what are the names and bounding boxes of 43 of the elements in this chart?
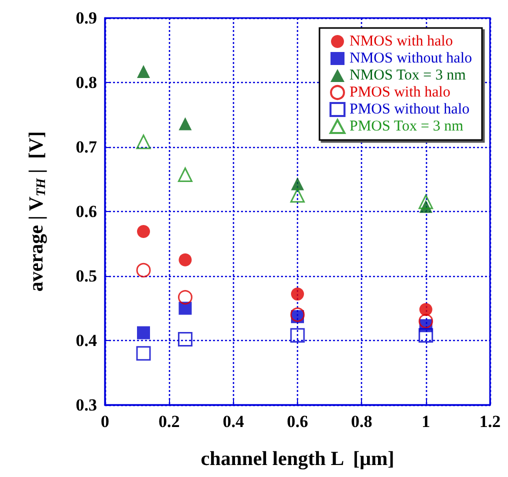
point (136, 346, 151, 361)
legend-label: PMOS without halo (349, 102, 470, 118)
y-tick-label: 0.8 (76, 73, 97, 92)
x-tick-label: 0.6 (286, 412, 308, 431)
x-tick-label: 0.2 (158, 412, 180, 431)
x-axis-title: channel length L [μm] (200, 448, 394, 470)
legend-label: NMOS without halo (349, 50, 472, 66)
point (178, 332, 192, 346)
x-tick-label: 0.4 (222, 412, 244, 431)
y-tick-label: 0.7 (76, 138, 98, 156)
point (418, 328, 434, 343)
point (178, 290, 192, 305)
point (137, 225, 150, 238)
point (178, 253, 192, 266)
legend-label: PMOS with halo (349, 84, 450, 100)
y-tick-label: 0.4 (76, 331, 98, 350)
legend-label: NMOS Tox = 3 nm (349, 68, 466, 84)
y-tick-label: 0.3 (76, 396, 97, 414)
legend-label: NMOS with halo (349, 34, 453, 50)
x-tick-label: 1 (422, 412, 430, 431)
point (136, 134, 151, 150)
y-tick-label: 0.9 (76, 8, 97, 28)
y-tick-label: 0.5 (76, 266, 97, 286)
point (137, 326, 150, 340)
point (290, 307, 305, 322)
point (291, 177, 304, 190)
legend-label: PMOS Tox = 3 nm (349, 118, 464, 134)
x-tick-label: 1.2 (479, 412, 501, 431)
point (137, 65, 150, 78)
point (290, 188, 305, 203)
point (178, 117, 192, 130)
point (418, 314, 434, 328)
point (419, 303, 432, 316)
point (418, 194, 434, 210)
x-tick-label: 0.8 (351, 412, 372, 431)
y-tick-label: 0.6 (76, 202, 97, 221)
point (178, 167, 192, 182)
y-axis-title: average | VTH | [V] (26, 131, 48, 292)
point (178, 302, 192, 315)
point (290, 328, 305, 343)
point (291, 288, 304, 301)
point (136, 262, 151, 278)
x-tick-label: 0 (100, 412, 110, 431)
